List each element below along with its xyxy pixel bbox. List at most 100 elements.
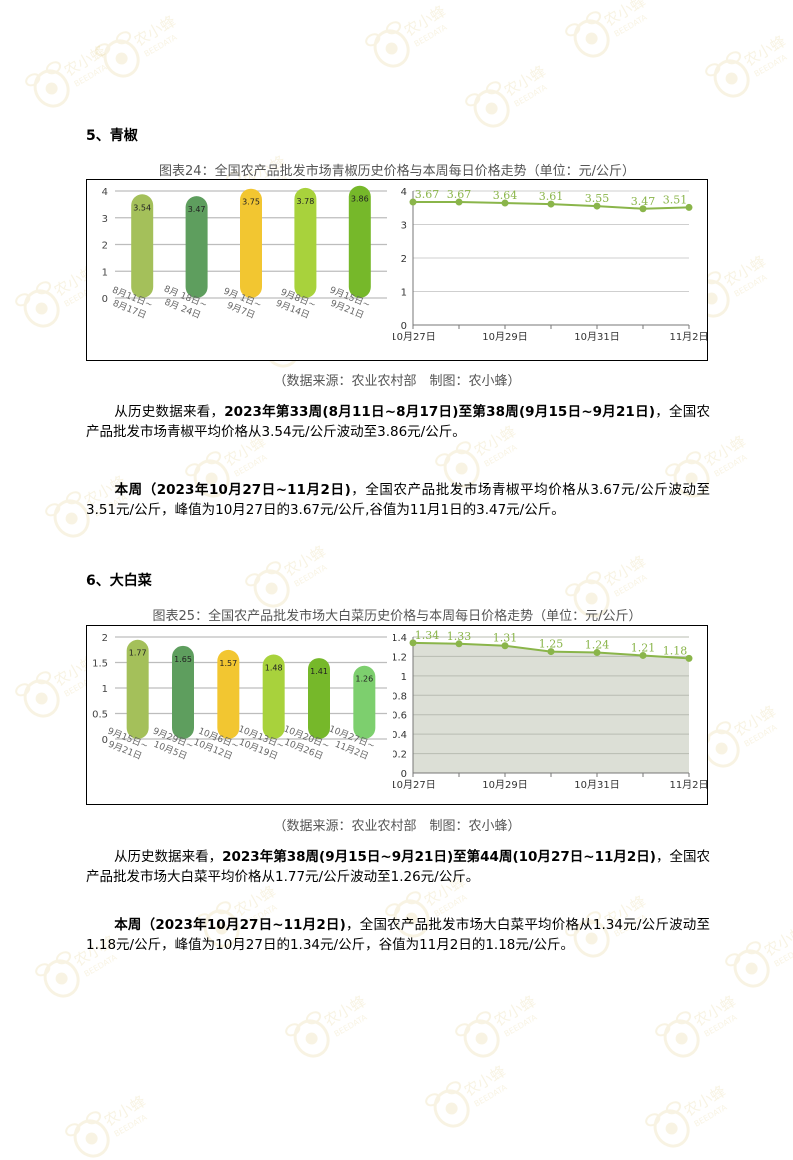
point-value-label: 3.47 (631, 195, 656, 208)
bar-value-label: 3.54 (133, 203, 151, 212)
bar-value-label: 3.75 (242, 198, 260, 207)
y-tick-label: 3 (401, 221, 407, 232)
y-tick-label: 0.5 (92, 710, 108, 721)
paragraph-cabbage-history: 从历史数据来看，2023年第38周(9月15日~9月21日)至第44周(10月2… (86, 847, 710, 887)
y-tick-label: 0.4 (393, 730, 407, 741)
data-point (639, 651, 647, 659)
bar-value-label: 3.78 (296, 197, 314, 206)
bar-value-label: 1.48 (265, 664, 283, 673)
point-value-label: 3.64 (493, 189, 518, 202)
point-value-label: 1.31 (493, 632, 518, 645)
data-point (455, 198, 463, 206)
x-tick-label: 11月2日 (669, 779, 707, 791)
svg-text:农小蜂: 农小蜂 (281, 542, 329, 580)
pepper-week-line-chart: 0 1 2 3 4 3.67 3.67 3.64 3.61 3.55 3.47 3.51 10月27日 1… (393, 187, 707, 343)
bar-value-label: 1.65 (174, 655, 192, 664)
bar-value-label: 1.77 (129, 649, 147, 658)
y-tick-label: 4 (401, 187, 407, 198)
svg-text:BEEDATA: BEEDATA (703, 1013, 739, 1039)
svg-text:BEEDATA: BEEDATA (293, 563, 329, 589)
para-rest: ，全国农产品批发市场青椒平均价格从3.67元/公斤波动至3.51元/公斤，峰值为… (86, 482, 710, 518)
figure-source-24: （数据来源：农业农村部 制图：农小蜂） (273, 374, 521, 389)
svg-text:农小蜂: 农小蜂 (761, 922, 793, 960)
y-tick-label: 1 (102, 684, 108, 695)
svg-text:BEEDATA: BEEDATA (233, 453, 269, 479)
bar (185, 196, 208, 298)
bar-value-label: 1.41 (310, 667, 328, 676)
x-tick-label: 10月31日 (574, 331, 619, 343)
point-value-label: 3.67 (447, 188, 472, 201)
bar-value-label: 3.86 (351, 195, 369, 204)
svg-text:农小蜂: 农小蜂 (131, 12, 179, 50)
bar-value-label: 1.26 (355, 675, 373, 684)
x-tick-label: 11月2日 (669, 331, 707, 343)
paragraph-cabbage-week: 本周（2023年10月27日~11月2日)，全国农产品批发市场大白菜平均价格从1… (86, 915, 710, 955)
point-value-label: 1.24 (585, 639, 610, 652)
cabbage-history-bar-chart: 00.511.521.779月15日~9月21日1.659月29日~10月5日1… (92, 633, 387, 762)
bar (217, 649, 240, 739)
svg-text:农小蜂: 农小蜂 (721, 252, 769, 290)
section-heading-cabbage: 6、大白菜 (86, 573, 152, 589)
data-point (593, 649, 601, 657)
figure-caption-24: 图表24：全国农产品批发市场青椒历史价格与本周每日价格走势（单位：元/公斤） (159, 164, 635, 179)
svg-text:BEEDATA: BEEDATA (773, 943, 793, 969)
point-value-label: 1.33 (447, 630, 472, 643)
x-tick-label: 10月29日 (482, 779, 527, 791)
point-value-label: 1.18 (663, 644, 688, 657)
para-bold: 本周（2023年10月27日~11月2日) (114, 917, 346, 933)
figure-caption-25: 图表25：全国农产品批发市场大白菜历史价格与本周每日价格走势（单位：元/公斤） (152, 609, 642, 624)
point-value-label: 3.51 (663, 193, 688, 206)
para-bold: 2023年第38周(9月15日~9月21日)至第44周(10月27日~11月2日… (222, 849, 656, 865)
data-point (593, 202, 601, 210)
paragraph-pepper-history: 从历史数据来看，2023年第33周(8月11日~8月17日)至第38周(9月15… (86, 402, 710, 442)
y-tick-label: 1 (401, 288, 407, 299)
cabbage-week-area-chart: 0 0.2 0.4 0.6 0.8 1 1.2 1.4 1.34 1.33 1.31 1.25 1.24… (393, 629, 707, 791)
para-rest: ，全国农产品批发市场大白菜平均价格从1.34元/公斤波动至1.18元/公斤，峰值… (86, 917, 710, 953)
y-tick-label: 0.2 (393, 750, 407, 761)
svg-text:BEEDATA: BEEDATA (333, 1013, 369, 1039)
svg-text:BEEDATA: BEEDATA (503, 1013, 539, 1039)
para-lead: 从历史数据来看， (114, 404, 225, 420)
svg-text:BEEDATA: BEEDATA (73, 63, 109, 89)
point-value-label: 1.34 (415, 629, 440, 642)
data-point (455, 640, 463, 648)
y-tick-label: 1.5 (92, 659, 108, 670)
svg-text:BEEDATA: BEEDATA (513, 83, 549, 109)
para-lead: 从历史数据来看， (114, 849, 223, 865)
svg-text:BEEDATA: BEEDATA (613, 573, 649, 599)
para-bold: 本周（2023年10月27日~11月2日) (114, 482, 351, 498)
section-heading-pepper: 5、青椒 (86, 128, 138, 144)
point-value-label: 1.25 (539, 638, 564, 651)
y-tick-label: 1 (401, 672, 407, 683)
paragraph-pepper-week: 本周（2023年10月27日~11月2日)，全国农产品批发市场青椒平均价格从3.… (86, 480, 710, 520)
svg-text:BEEDATA: BEEDATA (473, 1083, 509, 1109)
svg-text:BEEDATA: BEEDATA (413, 23, 449, 49)
figure-source-25: （数据来源：农业农村部 制图：农小蜂） (273, 819, 521, 834)
point-value-label: 3.55 (585, 192, 610, 205)
y-tick-label: 2 (102, 241, 108, 252)
svg-text:农小蜂: 农小蜂 (601, 0, 649, 30)
y-tick-label: 2 (401, 254, 407, 265)
svg-text:BEEDATA: BEEDATA (713, 453, 749, 479)
y-tick-label: 1.4 (393, 633, 407, 644)
bar (131, 194, 154, 298)
bar-value-label: 3.47 (188, 205, 206, 214)
bar (294, 187, 317, 298)
data-point (409, 198, 417, 206)
svg-text:农小蜂: 农小蜂 (101, 1092, 149, 1130)
svg-text:农小蜂: 农小蜂 (691, 992, 739, 1030)
svg-text:BEEDATA: BEEDATA (483, 443, 519, 469)
para-rest: ，全国农产品批发市场大白菜平均价格从1.77元/公斤波动至1.26元/公斤。 (86, 849, 711, 885)
data-point (547, 200, 555, 208)
